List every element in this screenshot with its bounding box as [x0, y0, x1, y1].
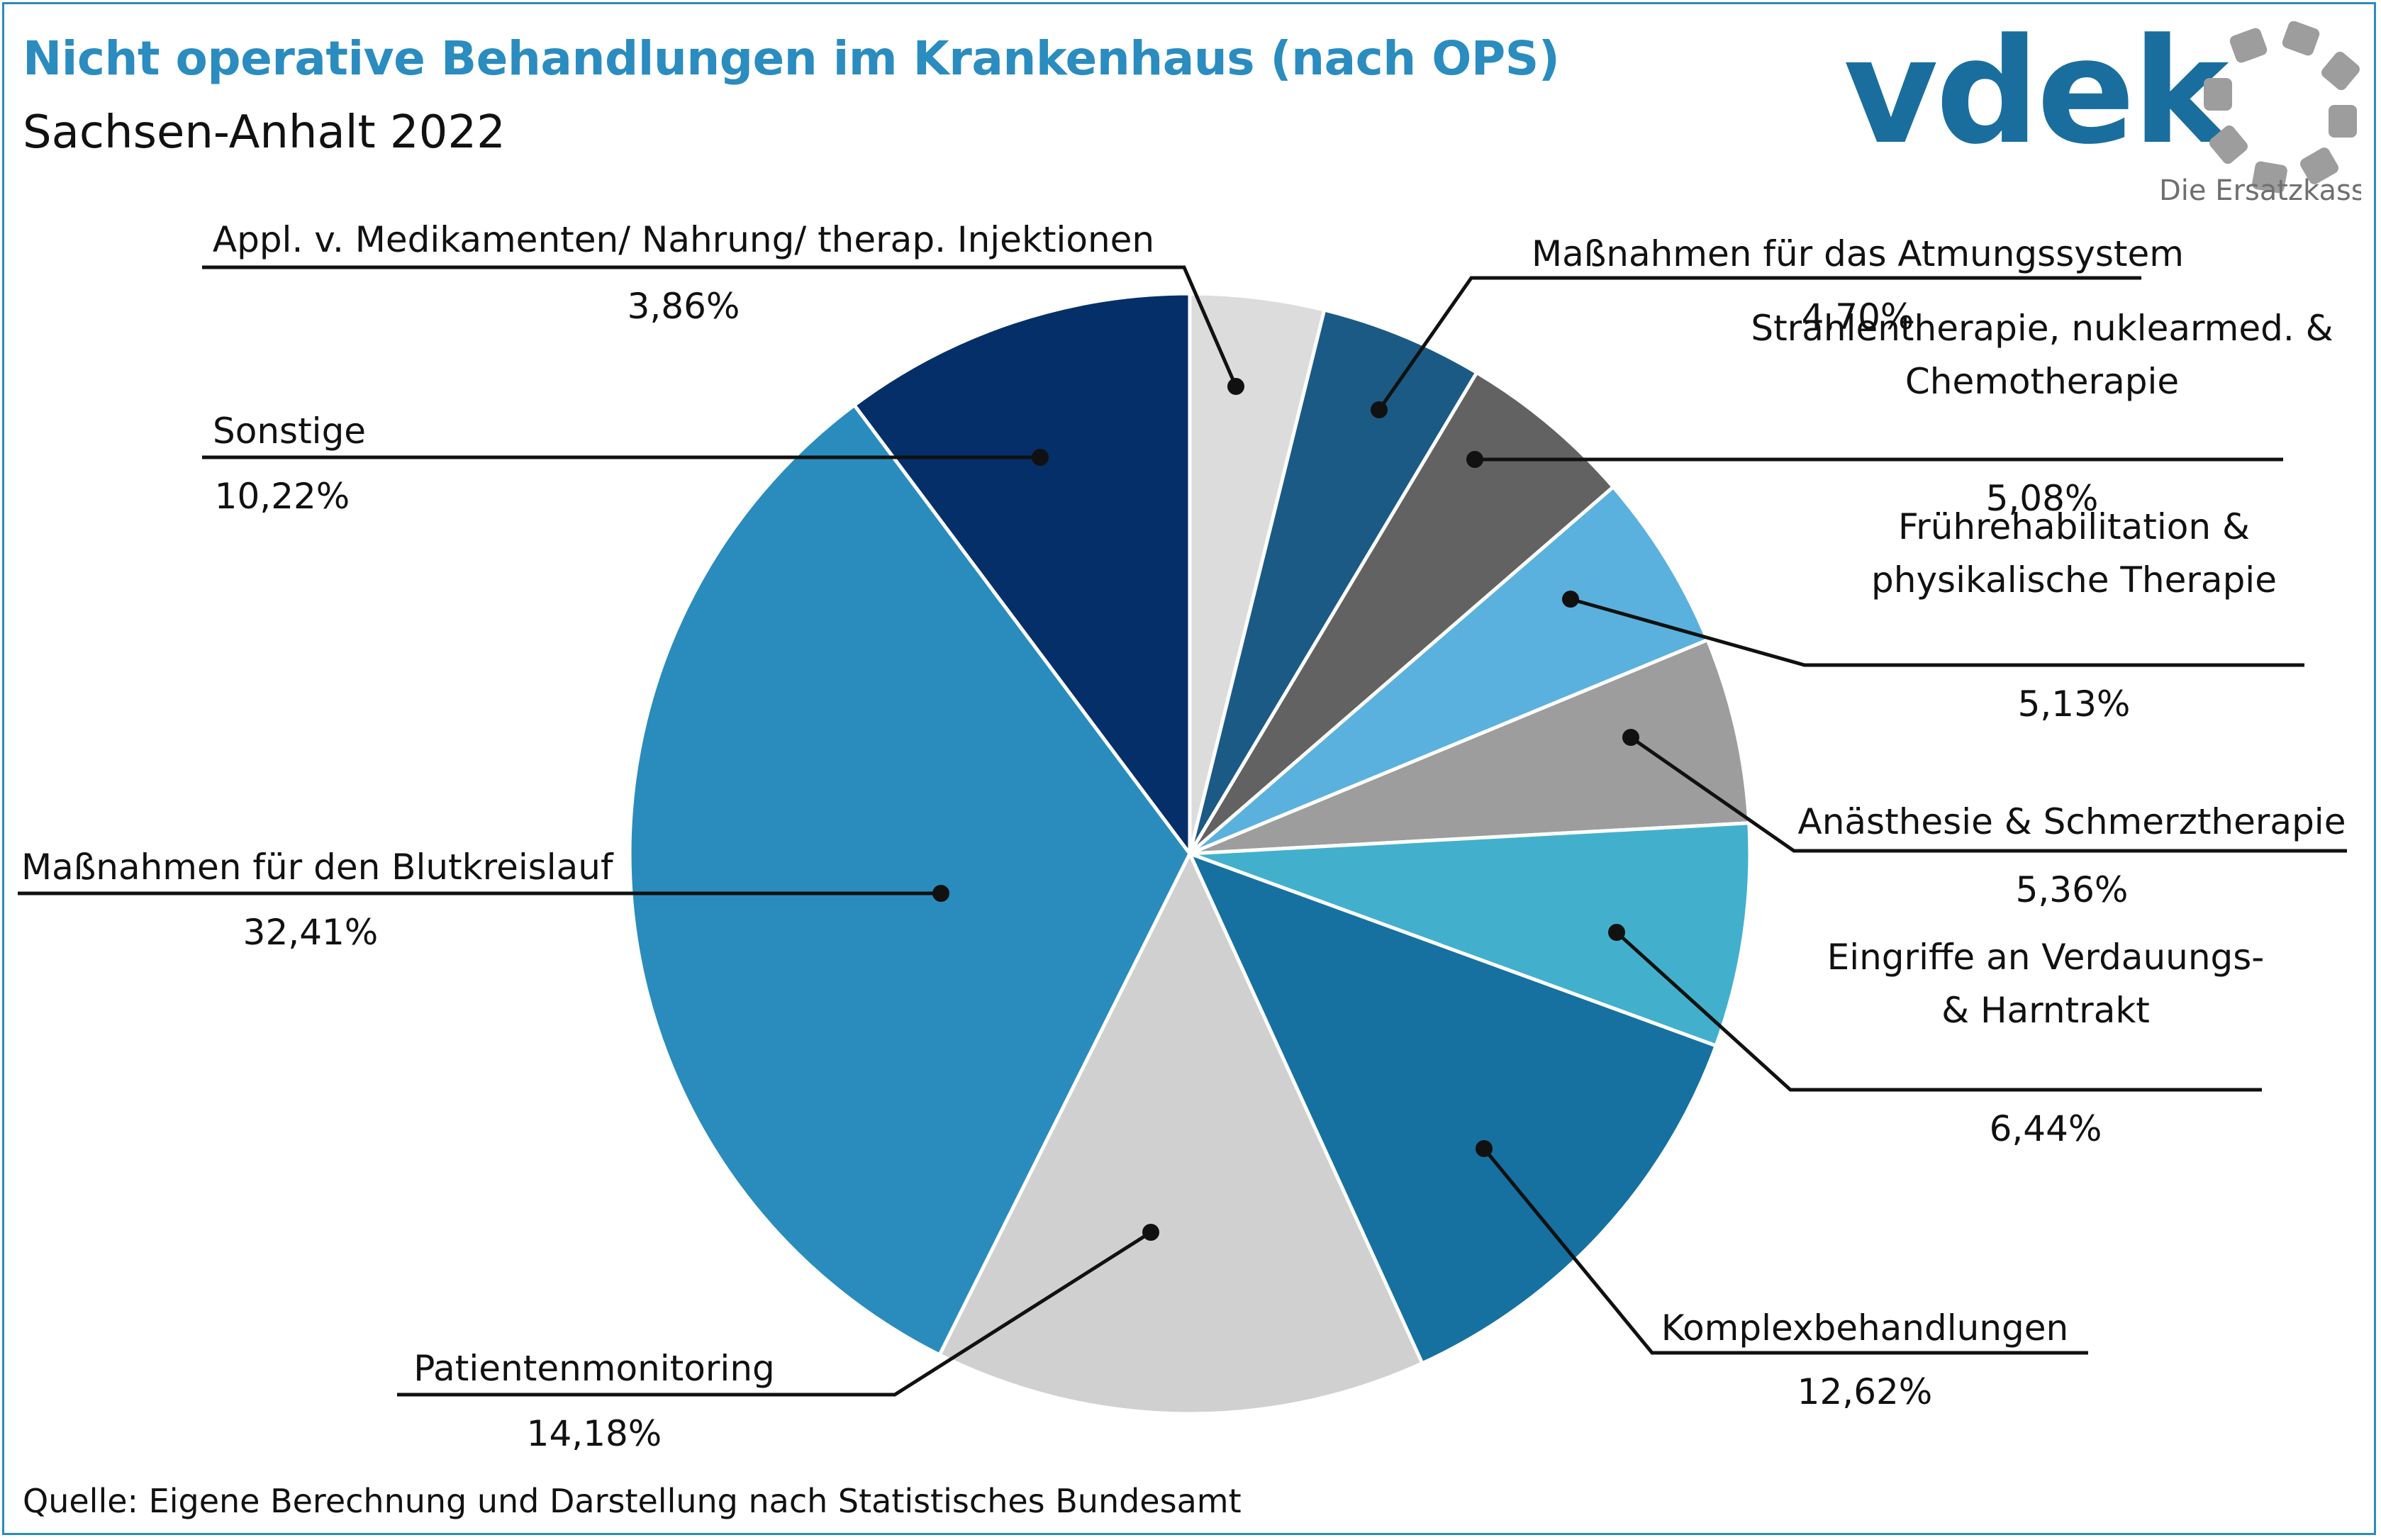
leader-line: [202, 265, 1238, 387]
pie-slice: [937, 852, 1424, 1416]
logo-wordmark: vdek: [1844, 21, 2232, 177]
leader-dot: [932, 885, 949, 902]
leader-dot: [1622, 729, 1639, 746]
pie-slice: [1188, 371, 1615, 856]
leader-lines: [18, 265, 2347, 1397]
pie-slice: [1188, 821, 1752, 1048]
slice-value-label: 12,62%: [1797, 1371, 1933, 1412]
slice-label: Maßnahmen für den Blutkreislauf: [21, 847, 614, 888]
leader-line: [397, 1230, 1152, 1397]
slice-value-label: 6,44%: [1990, 1108, 2102, 1149]
leader-dot: [1476, 1140, 1493, 1157]
slice-label: Anästhesie & Schmerztherapie: [1798, 801, 2346, 842]
slice-value-label: 32,41%: [243, 912, 379, 953]
slice-label: Sonstige: [213, 411, 366, 452]
chart-subtitle: Sachsen-Anhalt 2022: [23, 106, 506, 159]
pie-slice: [628, 403, 1192, 1357]
pie-slice: [852, 291, 1192, 856]
leader-dot: [1608, 924, 1625, 941]
slice-value-label: 14,18%: [527, 1413, 662, 1454]
slice-label: Patientenmonitoring: [413, 1348, 775, 1389]
slice-label: & Harntrakt: [1941, 990, 2150, 1031]
pie-slice: [1188, 308, 1479, 856]
leader-line: [1570, 597, 2304, 667]
logo-tagline: Die Ersatzkassen: [2159, 174, 2361, 207]
leader-line: [1615, 931, 2262, 1092]
leader-dot: [1227, 378, 1244, 395]
slice-value-label: 5,08%: [1986, 478, 2099, 519]
logo-dots-icon: [2204, 21, 2360, 194]
pie-slice: [1188, 485, 1710, 856]
slice-label: Appl. v. Medikamenten/ Nahrung/ therap. …: [213, 219, 1154, 260]
slice-label: Chemotherapie: [1905, 361, 2179, 402]
leader-line: [1629, 735, 2347, 853]
slice-label: physikalische Therapie: [1871, 559, 2277, 601]
leader-dot: [1371, 401, 1388, 418]
leader-dot: [1562, 591, 1579, 608]
slice-label: Komplexbehandlungen: [1661, 1307, 2068, 1349]
leader-dot: [1032, 449, 1049, 466]
source-note: Quelle: Eigene Berechnung und Darstellun…: [23, 1482, 1242, 1520]
slice-label: Eingriffe an Verdauungs-: [1827, 937, 2265, 978]
pie-slice: [1188, 638, 1751, 856]
slice-value-label: 5,36%: [2016, 869, 2129, 910]
slice-value-label: 5,13%: [2018, 683, 2131, 725]
slice-label: Frührehabilitation &: [1898, 506, 2250, 547]
slice-value-label: 4,70%: [1802, 296, 1914, 337]
pie-slice: [1188, 852, 1718, 1366]
chart-title: Nicht operative Behandlungen im Krankenh…: [23, 31, 1560, 86]
pie-slices: [628, 291, 1752, 1416]
slice-value-label: 3,86%: [628, 286, 740, 327]
leader-dot: [1466, 451, 1483, 468]
leader-line: [1483, 1147, 2088, 1355]
leader-line: [1377, 276, 2141, 411]
slice-labels: Appl. v. Medikamenten/ Nahrung/ therap. …: [21, 219, 2346, 1454]
vdek-logo: vdek Die Ersatzkassen: [1844, 21, 2361, 207]
slice-label: Strahlentherapie, nuklearmed. &: [1751, 308, 2333, 349]
slice-value-label: 10,22%: [215, 476, 350, 517]
leader-dot: [1142, 1224, 1159, 1241]
slice-label: Maßnahmen für das Atmungssystem: [1532, 233, 2184, 274]
